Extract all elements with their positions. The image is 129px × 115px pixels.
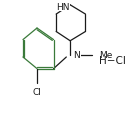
Text: Cl: Cl <box>33 88 41 96</box>
Text: N: N <box>73 51 80 60</box>
Text: HN: HN <box>56 3 69 12</box>
Text: H−Cl: H−Cl <box>99 56 126 66</box>
Text: HN: HN <box>56 3 69 12</box>
Text: Me: Me <box>99 51 112 60</box>
